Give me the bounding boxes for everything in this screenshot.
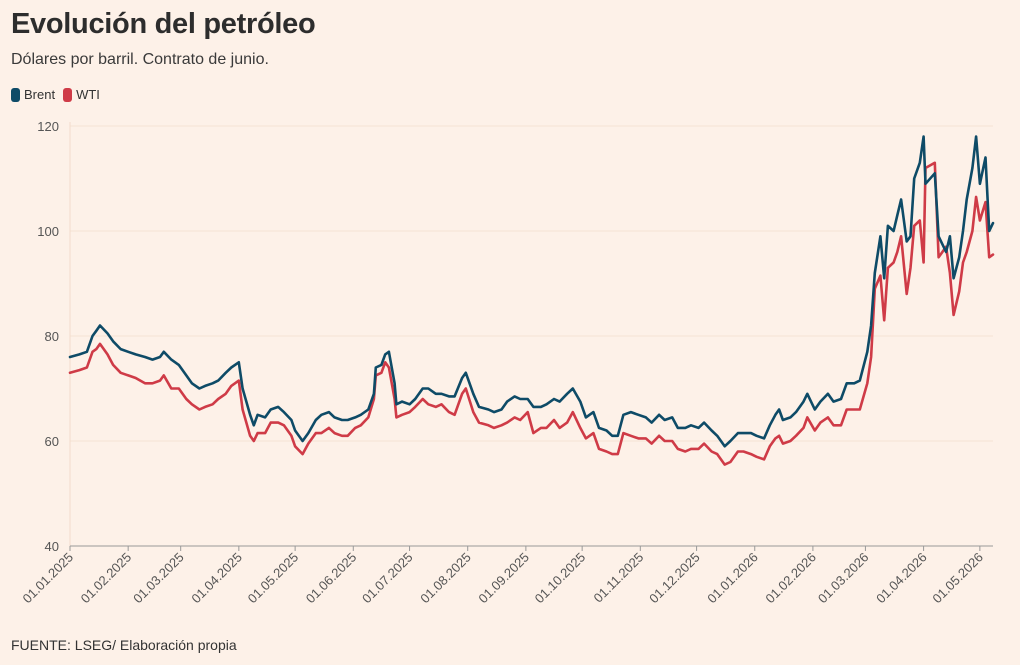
y-tick-label: 40 xyxy=(45,539,59,554)
x-tick-label: 01.07.2025 xyxy=(359,550,416,607)
x-tick-label: 01.01.2025 xyxy=(19,550,76,607)
x-tick-label: 01.03.2026 xyxy=(815,550,872,607)
y-tick-label: 100 xyxy=(37,224,59,239)
x-tick-label: 01.10.2025 xyxy=(532,550,589,607)
x-tick-label: 01.04.2025 xyxy=(188,550,245,607)
x-tick-label: 01.05.2026 xyxy=(929,550,986,607)
x-tick-label: 01.03.2025 xyxy=(130,550,187,607)
y-tick-label: 60 xyxy=(45,434,59,449)
y-tick-label: 80 xyxy=(45,329,59,344)
legend-label-brent: Brent xyxy=(24,87,56,102)
legend-swatch-brent xyxy=(11,87,20,102)
legend: Brent WTI xyxy=(11,87,108,102)
x-tick-label: 01.08.2025 xyxy=(417,550,474,607)
legend-item-wti: WTI xyxy=(63,87,100,102)
series-line-brent xyxy=(68,135,995,448)
chart-title: Evolución del petróleo xyxy=(11,8,316,40)
x-tick-label: 01.05.2025 xyxy=(245,550,302,607)
x-tick-label: 01.12.2025 xyxy=(646,550,703,607)
legend-item-brent: Brent xyxy=(11,87,55,102)
x-tick-label: 01.11.2025 xyxy=(590,550,646,606)
chart-subtitle: Dólares por barril. Contrato de junio. xyxy=(11,51,269,68)
x-tick-label: 01.04.2026 xyxy=(873,550,930,607)
series-line-wti xyxy=(68,161,995,466)
x-tick-label: 01.02.2026 xyxy=(762,550,819,607)
y-tick-label: 120 xyxy=(37,119,59,134)
x-tick-label: 01.02.2025 xyxy=(78,550,135,607)
source-note: FUENTE: LSEG/ Elaboración propia xyxy=(11,637,237,653)
legend-label-wti: WTI xyxy=(76,87,100,102)
x-tick-label: 01.06.2025 xyxy=(303,550,360,607)
x-tick-label: 01.09.2025 xyxy=(475,550,532,607)
x-tick-label: 01.01.2026 xyxy=(704,550,761,607)
legend-swatch-wti xyxy=(63,87,73,102)
